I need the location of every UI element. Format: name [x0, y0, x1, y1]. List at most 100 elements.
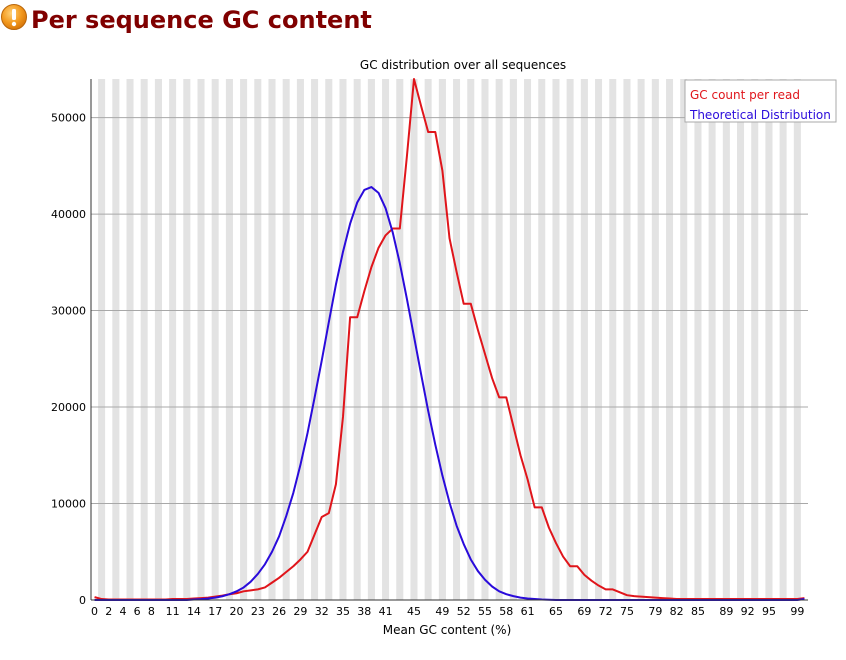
background-band [708, 79, 716, 600]
y-axis-tick-labels: 0 10000 20000 30000 40000 50000 [51, 112, 86, 607]
x-tick-label: 99 [790, 605, 804, 618]
background-band [609, 79, 617, 600]
background-band [105, 79, 113, 600]
background-band [701, 79, 709, 600]
x-tick-label: 11 [166, 605, 180, 618]
background-band [147, 79, 155, 600]
x-tick-label: 52 [457, 605, 471, 618]
x-tick-label: 41 [379, 605, 393, 618]
background-band [488, 79, 496, 600]
y-tick-label: 30000 [51, 305, 86, 318]
background-band [445, 79, 454, 600]
background-band [715, 79, 723, 600]
x-tick-label: 58 [499, 605, 513, 618]
x-tick-label: 6 [134, 605, 141, 618]
legend-entry-gc-count: GC count per read [690, 88, 800, 102]
background-band [289, 79, 297, 600]
x-tick-label: 85 [691, 605, 705, 618]
y-tick-label: 20000 [51, 401, 86, 414]
x-tick-label: 95 [762, 605, 776, 618]
background-band [282, 79, 290, 600]
background-band [332, 79, 340, 600]
background-band [161, 79, 170, 600]
background-band [119, 79, 127, 600]
background-band [360, 79, 368, 600]
background-band [275, 79, 283, 600]
background-band [389, 79, 397, 600]
x-axis-label: Mean GC content (%) [383, 623, 512, 637]
background-band [772, 79, 780, 600]
x-tick-label: 61 [521, 605, 535, 618]
x-tick-label: 14 [187, 605, 201, 618]
background-band [197, 79, 205, 600]
background-band [268, 79, 276, 600]
x-tick-label: 82 [670, 605, 684, 618]
background-band [225, 79, 234, 600]
background-band [751, 79, 759, 600]
background-band [453, 79, 461, 600]
background-band [744, 79, 752, 600]
legend-entry-theoretical: Theoretical Distribution [689, 108, 831, 122]
background-band [779, 79, 787, 600]
background-band [382, 79, 390, 600]
background-band [758, 79, 766, 600]
background-band [374, 79, 383, 600]
background-band [190, 79, 198, 600]
background-band [438, 79, 446, 600]
x-tick-label: 35 [336, 605, 350, 618]
x-tick-label: 2 [105, 605, 112, 618]
background-band [240, 79, 248, 600]
background-band [367, 79, 376, 600]
x-tick-label: 4 [119, 605, 126, 618]
background-band [666, 79, 674, 600]
background-band [680, 79, 688, 600]
x-tick-label: 38 [357, 605, 371, 618]
background-band [687, 79, 695, 600]
x-tick-label: 65 [549, 605, 563, 618]
background-band [154, 79, 163, 600]
background-band [651, 79, 659, 600]
background-band [204, 79, 212, 600]
background-band [261, 79, 269, 600]
background-band [169, 79, 177, 600]
background-band [303, 79, 312, 600]
x-tick-label: 8 [148, 605, 155, 618]
x-tick-label: 32 [315, 605, 329, 618]
x-tick-label: 45 [407, 605, 421, 618]
background-band [630, 79, 638, 600]
chart-title: GC distribution over all sequences [360, 58, 566, 72]
x-tick-label: 0 [91, 605, 98, 618]
x-tick-label: 75 [620, 605, 634, 618]
background-band [474, 79, 482, 600]
background-band [623, 79, 631, 600]
x-tick-label: 17 [208, 605, 222, 618]
legend-box [684, 79, 837, 123]
background-band [573, 79, 581, 600]
legend: GC count per read Theoretical Distributi… [684, 79, 837, 123]
background-band [673, 79, 681, 600]
background-band [424, 79, 432, 600]
background-band [800, 79, 809, 600]
page-title: Per sequence GC content [31, 6, 372, 34]
background-band [559, 79, 567, 600]
y-tick-label: 50000 [51, 112, 86, 125]
background-band [516, 79, 525, 600]
background-band [531, 79, 539, 600]
x-tick-label: 29 [293, 605, 307, 618]
background-band [431, 79, 439, 600]
x-tick-label: 49 [435, 605, 449, 618]
background-band [658, 79, 667, 600]
background-band [176, 79, 184, 600]
background-band [552, 79, 560, 600]
warning-icon [1, 4, 27, 30]
background-band [325, 79, 333, 600]
background-band [737, 79, 745, 600]
background-band [460, 79, 468, 600]
background-band [545, 79, 553, 600]
background-band [211, 79, 219, 600]
background-band [509, 79, 517, 600]
background-band [495, 79, 503, 600]
y-tick-label: 0 [79, 594, 86, 607]
background-band [247, 79, 255, 600]
